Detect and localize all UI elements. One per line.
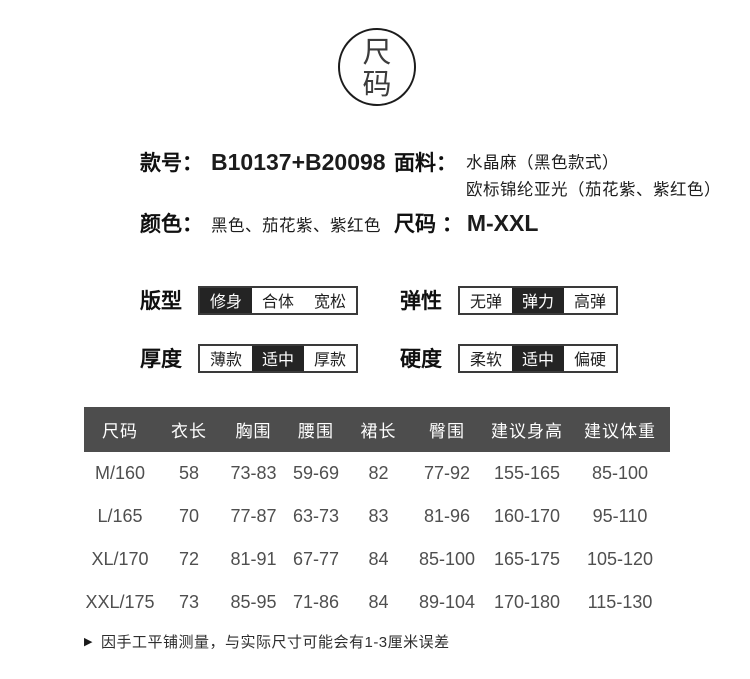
fabric-value: 水晶麻（黑色款式） 欧标锦纶亚光（茄花紫、紫红色） [466,147,721,204]
cell-weight: 115-130 [587,592,653,612]
fabric-line-2: 欧标锦纶亚光（茄花紫、紫红色） [466,181,721,199]
col-header-height: 建议身高 [484,407,570,452]
col-header-skirt: 裙长 [347,407,410,452]
color-row: 颜色： 黑色、茄花紫、紫红色 [140,208,381,238]
col-header-hip: 臀围 [410,407,484,452]
attr-fit-label: 版型 [140,290,182,313]
attr-hardness-label: 硬度 [400,348,442,371]
attr-fit-option: 合体 [252,287,304,313]
attr-elasticity-label: 弹性 [400,290,442,313]
attr-hardness-option-selected: 适中 [512,345,564,371]
cell-weight: 95-110 [592,506,648,526]
col-header-length: 衣长 [156,407,222,452]
attr-thickness-label: 厚度 [140,348,182,371]
attr-thickness-option-selected: 适中 [252,345,304,371]
measurement-note-text: 因手工平铺测量，与实际尺寸可能会有1-3厘米误差 [100,634,450,651]
attr-thickness-option: 薄款 [200,345,252,371]
cell-length: 70 [178,506,200,526]
cell-skirt: 84 [368,549,389,569]
attr-thickness-options: 薄款 适中 厚款 [198,343,358,373]
size-table-header-row: 尺码 衣长 胸围 腰围 裙长 臀围 建议身高 建议体重 [84,407,670,452]
color-value: 黑色、茄花紫、紫红色 [211,217,381,235]
cell-length: 73 [178,592,200,612]
cell-size: M/160 [94,463,146,483]
attr-elasticity-option: 无弹 [460,287,512,313]
cell-height: 160-170 [493,506,561,526]
attr-group-thickness: 厚度 薄款 适中 厚款 [140,343,358,373]
cell-skirt: 83 [368,506,389,526]
cell-size: L/165 [97,506,143,526]
table-row: M/160 58 73-83 59-69 82 77-92 155-165 85… [84,452,670,495]
cell-waist: 67-77 [292,549,340,569]
style-number-label: 款号： [140,152,203,175]
attr-fit-option-selected: 修身 [200,287,252,313]
cell-skirt: 84 [368,592,389,612]
attr-hardness-options: 柔软 适中 偏硬 [458,343,618,373]
table-row: L/165 70 77-87 63-73 83 81-96 160-170 95… [84,495,670,538]
cell-bust: 73-83 [230,463,277,483]
cell-height: 155-165 [493,463,561,483]
cell-hip: 77-92 [423,463,471,483]
size-badge-circle: 尺 码 [338,28,416,106]
fabric-label: 面料： [394,152,457,175]
attr-hardness-option: 偏硬 [564,345,616,371]
style-number-value: B10137+B20098 [211,149,386,175]
fabric-row: 面料： 水晶麻（黑色款式） 欧标锦纶亚光（茄花紫、紫红色） [394,147,721,204]
table-row: XL/170 72 81-91 67-77 84 85-100 165-175 … [84,538,670,581]
cell-size: XL/170 [91,549,149,569]
style-number-row: 款号： B10137+B20098 [140,147,386,177]
cell-weight: 105-120 [586,549,654,569]
cell-bust: 81-91 [230,549,277,569]
cell-length: 72 [178,549,200,569]
measurement-note: ▶ 因手工平铺测量，与实际尺寸可能会有1-3厘米误差 [84,631,450,652]
cell-bust: 85-95 [230,592,277,612]
cell-hip: 85-100 [418,549,476,569]
fabric-line-1: 水晶麻（黑色款式） [466,154,619,172]
cell-hip: 81-96 [423,506,471,526]
attr-group-elasticity: 弹性 无弹 弹力 高弹 [400,285,618,315]
attr-group-fit: 版型 修身 合体 宽松 [140,285,358,315]
size-badge-char-2: 码 [362,69,392,101]
triangle-marker-icon: ▶ [84,636,93,648]
col-header-size: 尺码 [84,407,156,452]
attr-elasticity-options: 无弹 弹力 高弹 [458,285,618,315]
size-badge-char-1: 尺 [362,37,392,69]
size-range-row: 尺码 ： M-XXL [394,208,538,238]
cell-waist: 71-86 [292,592,340,612]
size-range-value: M-XXL [466,210,539,236]
cell-size: XXL/175 [85,592,155,612]
cell-height: 165-175 [493,549,561,569]
attr-elasticity-option-selected: 弹力 [512,287,564,313]
cell-length: 58 [178,463,200,483]
cell-waist: 59-69 [292,463,340,483]
cell-bust: 77-87 [230,506,277,526]
size-range-label: 尺码 ： [394,213,463,236]
cell-waist: 63-73 [292,506,340,526]
table-row: XXL/175 73 85-95 71-86 84 89-104 170-180… [84,581,670,624]
attr-elasticity-option: 高弹 [564,287,616,313]
col-header-waist: 腰围 [285,407,347,452]
col-header-bust: 胸围 [222,407,285,452]
size-table: 尺码 衣长 胸围 腰围 裙长 臀围 建议身高 建议体重 M/160 58 73-… [84,407,670,624]
attr-fit-options: 修身 合体 宽松 [198,285,358,315]
cell-weight: 85-100 [591,463,649,483]
cell-skirt: 82 [368,463,389,483]
attr-fit-option: 宽松 [304,287,356,313]
attr-group-hardness: 硬度 柔软 适中 偏硬 [400,343,618,373]
col-header-weight: 建议体重 [570,407,670,452]
attr-hardness-option: 柔软 [460,345,512,371]
cell-height: 170-180 [493,592,561,612]
cell-hip: 89-104 [418,592,476,612]
attr-thickness-option: 厚款 [304,345,356,371]
color-label: 颜色： [140,213,203,236]
